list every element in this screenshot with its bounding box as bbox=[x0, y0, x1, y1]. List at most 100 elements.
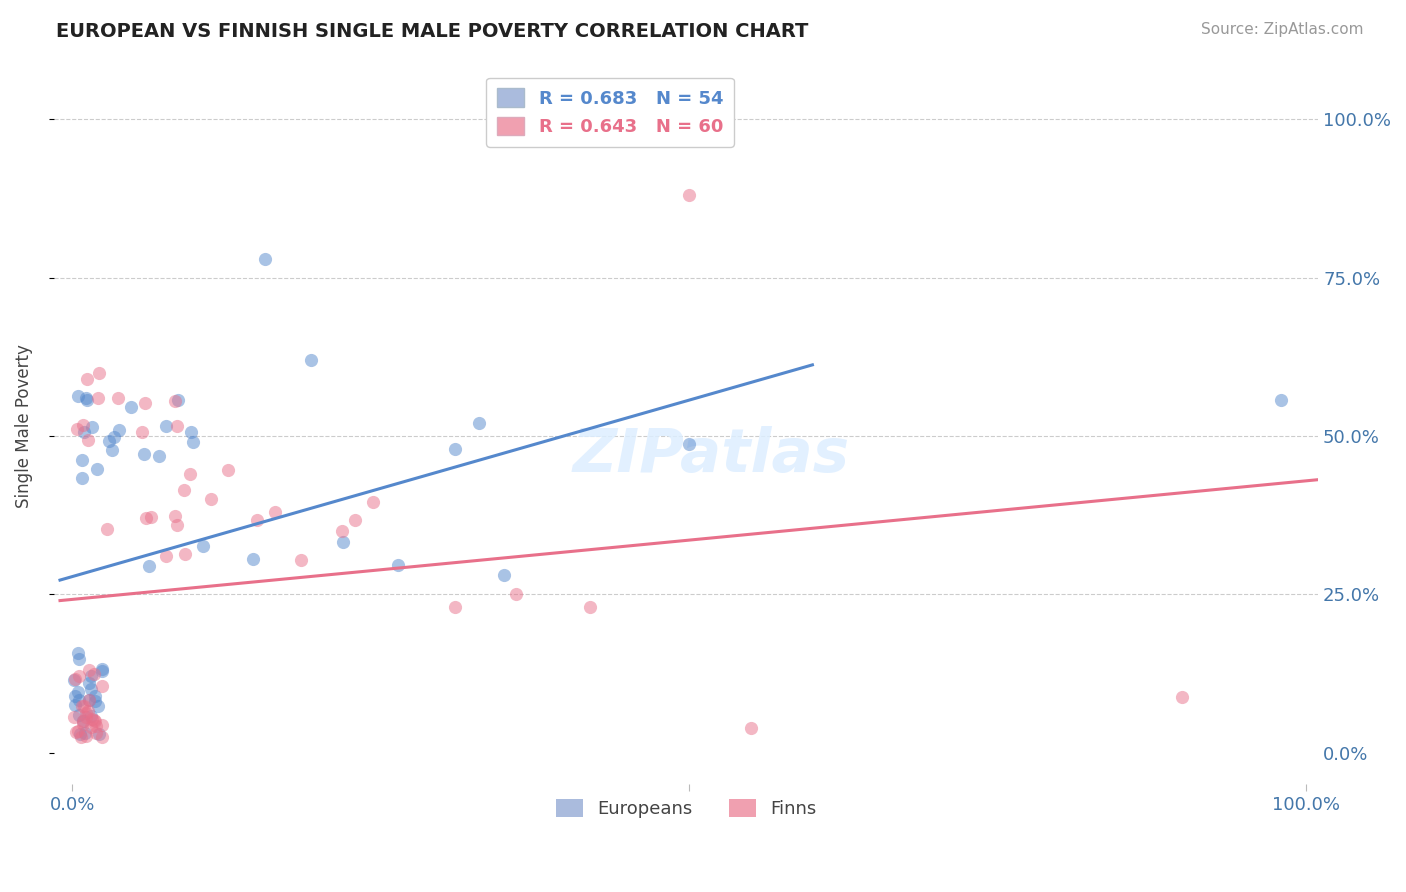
Point bbox=[75, 710, 97, 724]
Point bbox=[1171, 690, 1194, 704]
Point bbox=[166, 419, 188, 434]
Point bbox=[90, 664, 112, 678]
Point bbox=[87, 699, 110, 714]
Point bbox=[290, 553, 312, 567]
Point bbox=[80, 669, 103, 683]
Point bbox=[148, 449, 170, 463]
Point bbox=[63, 672, 86, 686]
Point bbox=[103, 430, 125, 444]
Point bbox=[77, 693, 100, 707]
Point bbox=[89, 727, 111, 741]
Point bbox=[70, 471, 93, 485]
Point bbox=[181, 434, 204, 449]
Point bbox=[84, 694, 107, 708]
Point bbox=[75, 391, 97, 405]
Point bbox=[107, 391, 129, 405]
Point bbox=[505, 587, 527, 601]
Point bbox=[67, 646, 90, 660]
Point bbox=[77, 663, 100, 677]
Point bbox=[67, 707, 90, 722]
Point bbox=[67, 652, 90, 666]
Point bbox=[76, 371, 98, 385]
Point bbox=[174, 547, 197, 561]
Point bbox=[72, 717, 94, 731]
Point bbox=[678, 188, 700, 202]
Point bbox=[217, 463, 239, 477]
Point bbox=[141, 509, 163, 524]
Point bbox=[264, 505, 287, 519]
Legend: Europeans, Finns: Europeans, Finns bbox=[548, 792, 824, 825]
Point bbox=[72, 418, 94, 433]
Point bbox=[70, 453, 93, 467]
Point bbox=[1270, 392, 1292, 407]
Point bbox=[134, 396, 156, 410]
Point bbox=[299, 353, 322, 368]
Point bbox=[90, 679, 112, 693]
Point bbox=[131, 425, 153, 440]
Point bbox=[200, 492, 222, 507]
Point bbox=[76, 433, 98, 447]
Point bbox=[80, 709, 103, 723]
Point bbox=[165, 509, 187, 524]
Point bbox=[67, 685, 90, 699]
Point bbox=[77, 676, 100, 690]
Point bbox=[330, 524, 353, 539]
Point bbox=[96, 522, 118, 536]
Point bbox=[132, 447, 155, 461]
Point bbox=[579, 600, 602, 615]
Point bbox=[387, 558, 409, 572]
Point bbox=[75, 706, 97, 720]
Y-axis label: Single Male Poverty: Single Male Poverty bbox=[15, 344, 32, 508]
Point bbox=[83, 713, 105, 727]
Point bbox=[86, 461, 108, 475]
Point bbox=[740, 721, 762, 735]
Point bbox=[138, 558, 160, 573]
Text: EUROPEAN VS FINNISH SINGLE MALE POVERTY CORRELATION CHART: EUROPEAN VS FINNISH SINGLE MALE POVERTY … bbox=[56, 22, 808, 41]
Point bbox=[492, 568, 515, 582]
Point bbox=[101, 443, 124, 458]
Point bbox=[98, 434, 121, 448]
Point bbox=[246, 513, 269, 527]
Point bbox=[180, 425, 202, 439]
Point bbox=[343, 513, 366, 527]
Point bbox=[63, 673, 86, 687]
Point bbox=[155, 549, 177, 564]
Point bbox=[80, 720, 103, 734]
Point bbox=[66, 389, 89, 403]
Point bbox=[83, 714, 105, 728]
Point bbox=[84, 726, 107, 740]
Point bbox=[80, 682, 103, 697]
Point bbox=[66, 422, 89, 436]
Text: Source: ZipAtlas.com: Source: ZipAtlas.com bbox=[1201, 22, 1364, 37]
Point bbox=[76, 392, 98, 407]
Point bbox=[69, 693, 91, 707]
Point bbox=[678, 436, 700, 450]
Point bbox=[253, 252, 276, 266]
Point bbox=[72, 714, 94, 728]
Point bbox=[73, 425, 96, 439]
Point bbox=[66, 724, 89, 739]
Point bbox=[87, 392, 110, 406]
Point bbox=[75, 729, 97, 743]
Point bbox=[90, 718, 112, 732]
Point bbox=[67, 668, 90, 682]
Point bbox=[72, 698, 94, 713]
Point bbox=[65, 689, 87, 703]
Point bbox=[72, 714, 94, 728]
Point bbox=[443, 442, 465, 456]
Point bbox=[83, 689, 105, 703]
Point bbox=[84, 719, 107, 733]
Point bbox=[179, 467, 201, 481]
Point bbox=[69, 730, 91, 744]
Point bbox=[87, 366, 110, 380]
Point bbox=[83, 667, 105, 681]
Point bbox=[167, 392, 190, 407]
Point bbox=[91, 662, 114, 676]
Point bbox=[65, 724, 87, 739]
Text: ZIPatlas: ZIPatlas bbox=[572, 425, 849, 484]
Point bbox=[166, 517, 188, 532]
Point bbox=[173, 483, 195, 497]
Point bbox=[193, 540, 215, 554]
Point bbox=[73, 698, 96, 713]
Point bbox=[63, 698, 86, 712]
